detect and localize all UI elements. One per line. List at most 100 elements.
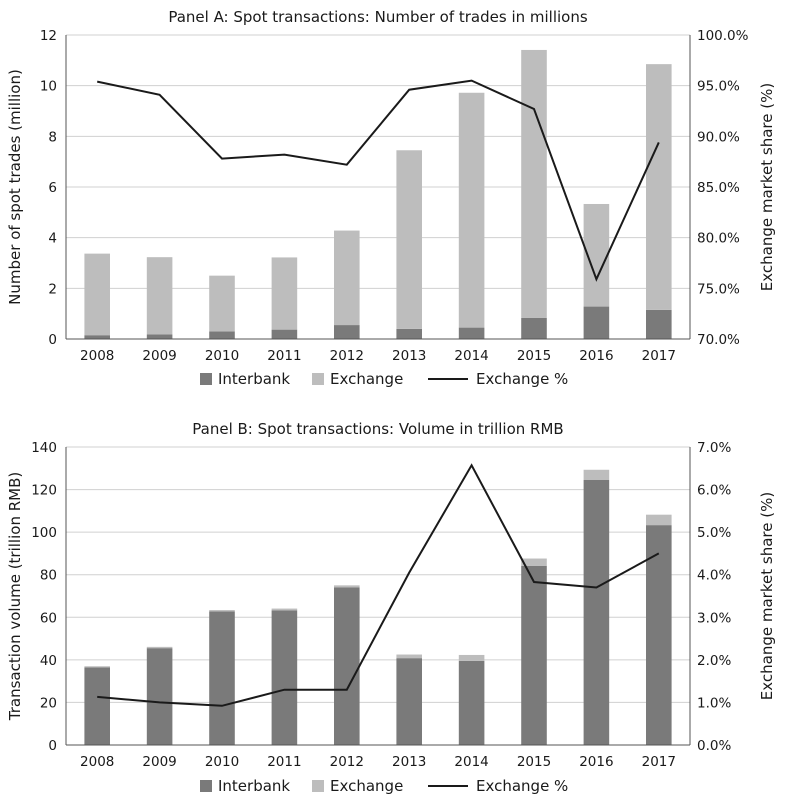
bar-exchange-2017: [646, 514, 672, 526]
series-line-exchange-pct: [97, 463, 660, 707]
bar-exchange-2012: [334, 230, 360, 326]
y-tick-label: 8: [48, 129, 57, 145]
bar-exchange-2016: [583, 469, 610, 480]
y2-tick-label: 95.0%: [697, 79, 740, 95]
y-tick-label: 20: [40, 695, 57, 711]
bar-interbank-2014: [458, 327, 485, 339]
bar-exchange-2011: [271, 608, 298, 611]
y2-tick-label: 4.0%: [697, 568, 731, 584]
bar-interbank-2008: [84, 667, 110, 745]
y2-axis-title: Exchange market share (%): [758, 492, 776, 700]
bar-exchange-2012: [334, 585, 360, 588]
x-tick-label: 2015: [517, 754, 551, 770]
bar-interbank-2016: [583, 306, 610, 339]
bar-interbank-2017: [646, 309, 672, 339]
y-tick-label: 120: [31, 483, 57, 499]
x-tick-label: 2010: [205, 754, 239, 770]
bar-exchange-2014: [458, 654, 485, 661]
bar-interbank-2017: [646, 525, 672, 745]
y2-tick-label: 75.0%: [697, 281, 740, 297]
x-tick-label: 2012: [330, 754, 364, 770]
chart-title: Panel B: Spot transactions: Volume in tr…: [192, 420, 563, 438]
y-tick-label: 40: [40, 653, 57, 669]
bar-interbank-2013: [396, 328, 422, 339]
y-tick-label: 10: [40, 79, 57, 95]
y2-tick-label: 90.0%: [697, 129, 740, 145]
y-tick-label: 60: [40, 610, 57, 626]
legend: Interbank Exchange Exchange %: [200, 370, 568, 388]
y2-tick-label: 3.0%: [697, 610, 731, 626]
y2-tick-label: 80.0%: [697, 231, 740, 247]
y2-axis-title: Exchange market share (%): [758, 83, 776, 291]
x-tick-label: 2013: [392, 754, 426, 770]
bar-exchange-2013: [396, 150, 422, 329]
legend-swatch: [200, 780, 212, 792]
bar-exchange-2014: [458, 92, 485, 328]
y-tick-label: 4: [48, 231, 57, 247]
legend-label: Exchange: [330, 370, 403, 388]
legend-label: Exchange: [330, 777, 403, 795]
bar-exchange-2017: [646, 64, 672, 310]
legend: Interbank Exchange Exchange %: [200, 777, 568, 795]
legend-label: Interbank: [218, 777, 290, 795]
bar-interbank-2009: [146, 648, 173, 745]
bar-interbank-2014: [458, 660, 485, 745]
x-tick-label: 2016: [579, 754, 613, 770]
bar-interbank-2012: [334, 587, 360, 745]
y2-tick-label: 85.0%: [697, 180, 740, 196]
bar-interbank-2013: [396, 658, 422, 745]
bar-interbank-2012: [334, 325, 360, 339]
bar-interbank-2015: [521, 317, 547, 339]
series-line-exchange-pct: [96, 79, 660, 282]
legend-label: Interbank: [218, 370, 290, 388]
x-tick-label: 2016: [579, 348, 613, 364]
chart-title: Panel A: Spot transactions: Number of tr…: [168, 8, 588, 26]
bar-exchange-2010: [209, 275, 235, 332]
legend-swatch: [200, 373, 212, 385]
bar-interbank-2010: [209, 331, 235, 339]
y-tick-label: 2: [48, 281, 57, 297]
y-tick-label: 6: [48, 180, 57, 196]
x-tick-label: 2012: [330, 348, 364, 364]
x-tick-label: 2008: [80, 754, 114, 770]
legend-swatch: [312, 780, 324, 792]
y2-tick-label: 6.0%: [697, 483, 731, 499]
bar-exchange-2013: [396, 654, 422, 659]
bar-interbank-2009: [146, 334, 173, 339]
bar-exchange-2008: [84, 253, 110, 336]
x-tick-label: 2011: [267, 348, 301, 364]
x-tick-label: 2008: [80, 348, 114, 364]
y-tick-label: 0: [48, 332, 57, 348]
bar-exchange-2009: [146, 257, 173, 335]
bar-interbank-2016: [583, 479, 610, 745]
bar-interbank-2010: [209, 611, 235, 745]
y2-tick-label: 5.0%: [697, 525, 731, 541]
legend-label: Exchange %: [476, 777, 568, 795]
y2-tick-label: 2.0%: [697, 653, 731, 669]
bar-interbank-2015: [521, 565, 547, 745]
bar-interbank-2011: [271, 329, 298, 339]
x-tick-label: 2009: [142, 348, 176, 364]
x-tick-label: 2017: [642, 754, 676, 770]
y2-tick-label: 0.0%: [697, 738, 731, 754]
panel-b: Panel B: Spot transactions: Volume in tr…: [6, 420, 776, 795]
x-tick-label: 2011: [267, 754, 301, 770]
y2-tick-label: 70.0%: [697, 332, 740, 348]
y2-tick-label: 1.0%: [697, 695, 731, 711]
y-tick-label: 0: [48, 738, 57, 754]
y2-tick-label: 100.0%: [697, 28, 749, 44]
y-axis-title: Number of spot trades (million): [6, 69, 24, 305]
y2-tick-label: 7.0%: [697, 440, 731, 456]
bar-exchange-2015: [521, 49, 547, 318]
x-tick-label: 2010: [205, 348, 239, 364]
y-tick-label: 100: [31, 525, 57, 541]
bar-exchange-2015: [521, 558, 547, 566]
panel-a: Panel A: Spot transactions: Number of tr…: [6, 8, 776, 388]
bar-exchange-2008: [84, 666, 110, 668]
legend-swatch: [312, 373, 324, 385]
x-tick-label: 2013: [392, 348, 426, 364]
bar-interbank-2008: [84, 335, 110, 339]
x-tick-label: 2014: [454, 348, 488, 364]
